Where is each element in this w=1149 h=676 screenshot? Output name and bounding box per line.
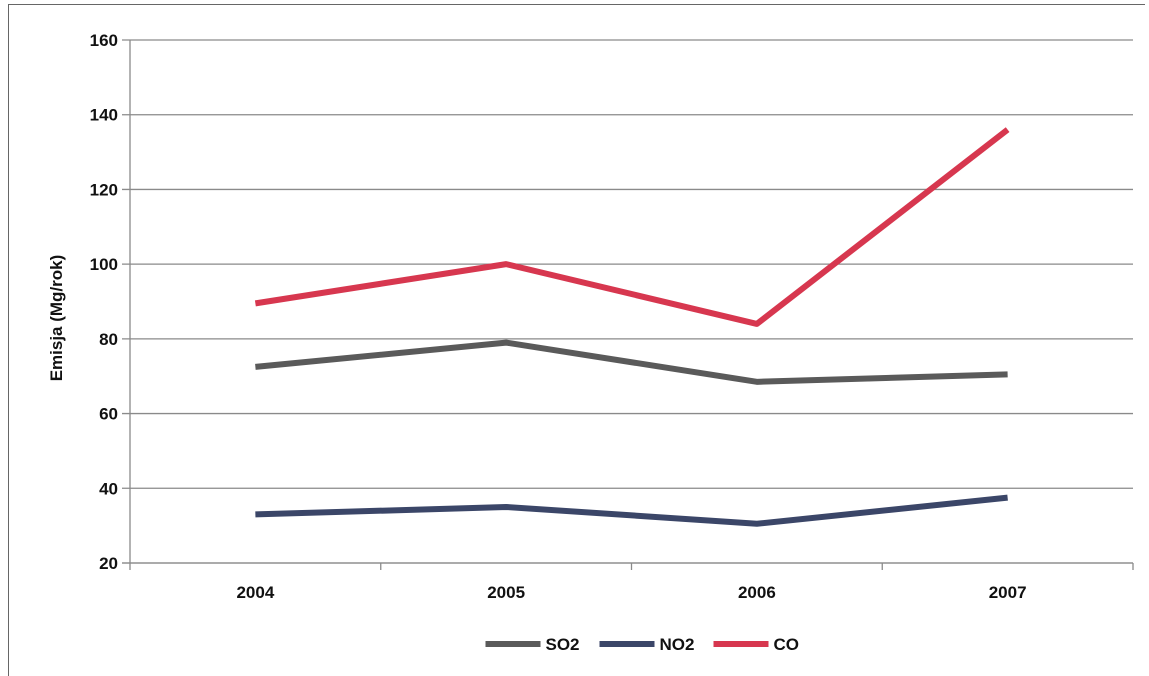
- y-axis-title: Emisja (Mg/rok): [47, 255, 66, 382]
- y-tick-label: 120: [90, 180, 118, 199]
- x-tick-label: 2007: [989, 583, 1027, 602]
- y-tick-label: 60: [99, 405, 118, 424]
- series-lines: [254, 127, 1010, 527]
- x-tick-labels: 2004 2005 2006 2007: [236, 583, 1026, 602]
- y-tick-label: 40: [99, 479, 118, 498]
- axes: [122, 40, 1134, 570]
- chart-frame: [8, 4, 1145, 676]
- x-tick-label: 2004: [236, 583, 274, 602]
- y-tick-label: 160: [90, 31, 118, 50]
- series-line-co: [254, 127, 1010, 327]
- legend-label-no2: NO2: [660, 635, 695, 654]
- x-tick-label: 2005: [487, 583, 525, 602]
- legend-label-so2: SO2: [546, 635, 580, 654]
- series-line-no2: [255, 494, 1008, 527]
- y-tick-label: 20: [99, 554, 118, 573]
- series-line-so2: [255, 339, 1008, 385]
- legend-label-co: CO: [774, 635, 800, 654]
- y-tick-label: 140: [90, 106, 118, 125]
- y-tick-label: 100: [90, 255, 118, 274]
- y-tick-label: 80: [99, 330, 118, 349]
- x-tick-label: 2006: [738, 583, 776, 602]
- y-tick-labels: 20 40 60 80 100 120 140 160: [90, 31, 118, 573]
- legend: SO2 NO2 CO: [485, 635, 800, 654]
